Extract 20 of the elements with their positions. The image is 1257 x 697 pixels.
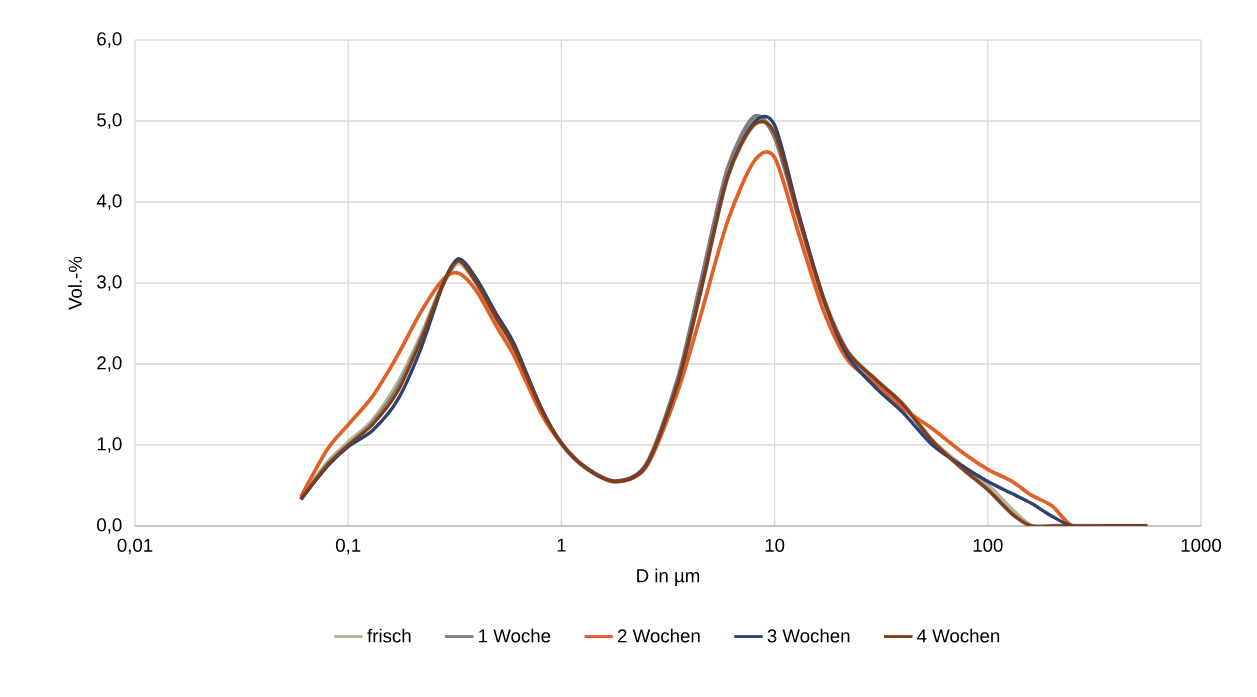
y-tick-label: 0,0 — [97, 518, 122, 534]
x-axis-title: D in µm — [637, 568, 700, 587]
x-tick-label: 1000 — [1181, 538, 1222, 552]
y-axis-title: Vol.-% — [68, 256, 82, 310]
legend-label: 2 Wochen — [618, 628, 700, 643]
x-tick-label: 100 — [973, 538, 1003, 552]
y-tick-label: 2,0 — [97, 356, 122, 372]
legend-label: 4 Wochen — [917, 628, 1000, 643]
y-tick-label: 6,0 — [97, 32, 122, 48]
y-tick-label: 1,0 — [97, 437, 122, 453]
y-tick-label: 3,0 — [97, 275, 122, 291]
x-tick-label: 1 — [557, 538, 566, 552]
legend-label: frisch — [367, 628, 411, 643]
y-tick-label: 5,0 — [97, 113, 122, 129]
x-tick-label: 0,01 — [117, 538, 153, 555]
legend-label: 1 Woche — [479, 628, 551, 643]
y-tick-label: 4,0 — [96, 194, 122, 210]
legend-label: 3 Wochen — [767, 628, 850, 643]
x-tick-label: 10 — [765, 538, 785, 552]
x-tick-label: 0,1 — [335, 538, 361, 555]
